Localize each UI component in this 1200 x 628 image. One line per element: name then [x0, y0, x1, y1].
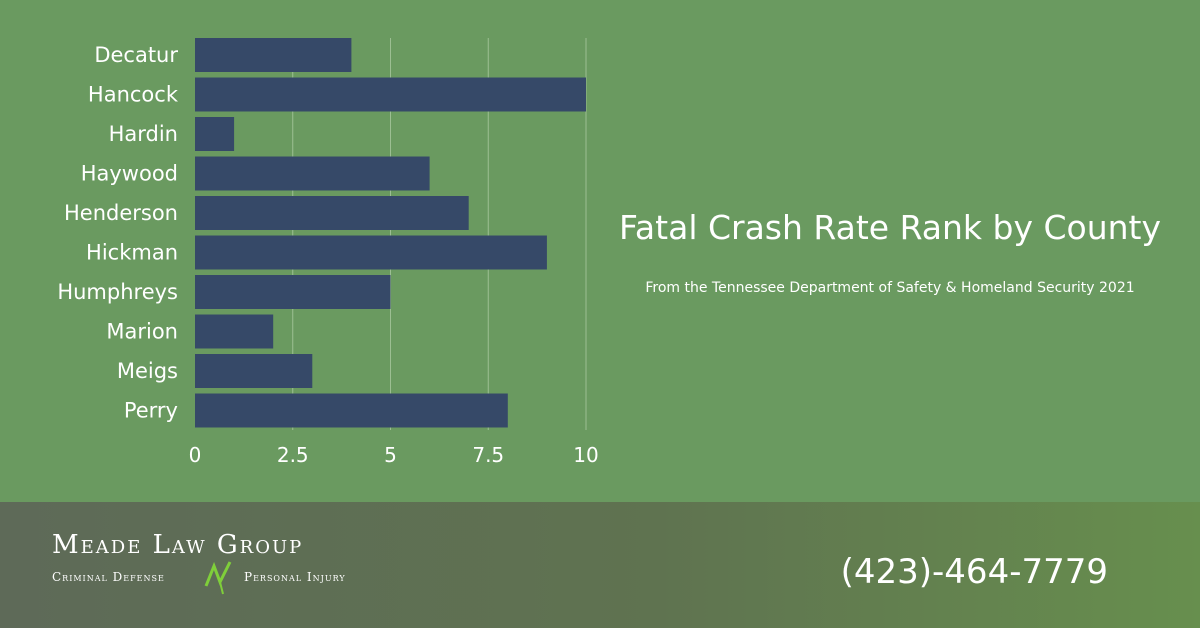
bar-marion [195, 314, 274, 349]
chart-subtitle: From the Tennessee Department of Safety … [645, 280, 1135, 296]
bar-hancock [195, 77, 586, 112]
bar-perry [195, 393, 508, 428]
x-tick-label: 2.5 [277, 443, 309, 467]
x-tick-label: 7.5 [472, 443, 504, 467]
x-tick-label: 0 [189, 443, 202, 467]
bar-haywood [195, 156, 430, 191]
category-label: Marion [106, 320, 178, 344]
x-tick-label: 10 [573, 443, 598, 467]
logo-name: Meade Law Group [52, 530, 304, 560]
category-label: Hardin [109, 122, 178, 146]
x-tick-label: 5 [384, 443, 397, 467]
bar-hardin [195, 117, 235, 151]
category-label: Haywood [81, 162, 178, 186]
bar-meigs [195, 354, 313, 388]
category-label: Hancock [88, 83, 179, 107]
category-label: Perry [124, 399, 178, 423]
logo-tag-criminal-defense: Criminal Defense [52, 570, 165, 584]
phone-number[interactable]: (423)-464-7779 [840, 552, 1108, 592]
category-label: Henderson [64, 201, 178, 225]
category-label: Humphreys [57, 280, 178, 304]
category-label: Hickman [86, 241, 178, 265]
bar-humphreys [195, 275, 391, 309]
category-label: Meigs [117, 359, 178, 383]
bar-hickman [195, 235, 547, 270]
law-firm-logo: Meade Law Group Criminal Defense Persona… [52, 530, 402, 610]
chart-title: Fatal Crash Rate Rank by County [618, 208, 1162, 247]
footer-banner: Meade Law Group Criminal Defense Persona… [0, 502, 1200, 628]
bar-henderson [195, 196, 469, 230]
category-label: Decatur [94, 43, 178, 67]
bar-decatur [195, 38, 352, 72]
logo-tag-personal-injury: Personal Injury [244, 570, 346, 584]
lightning-mark-icon [204, 561, 232, 595]
bar-chart: 0 2.5 5 7.5 10 Decatur Hancock Hardin Haywood Hen… [57, 38, 599, 467]
